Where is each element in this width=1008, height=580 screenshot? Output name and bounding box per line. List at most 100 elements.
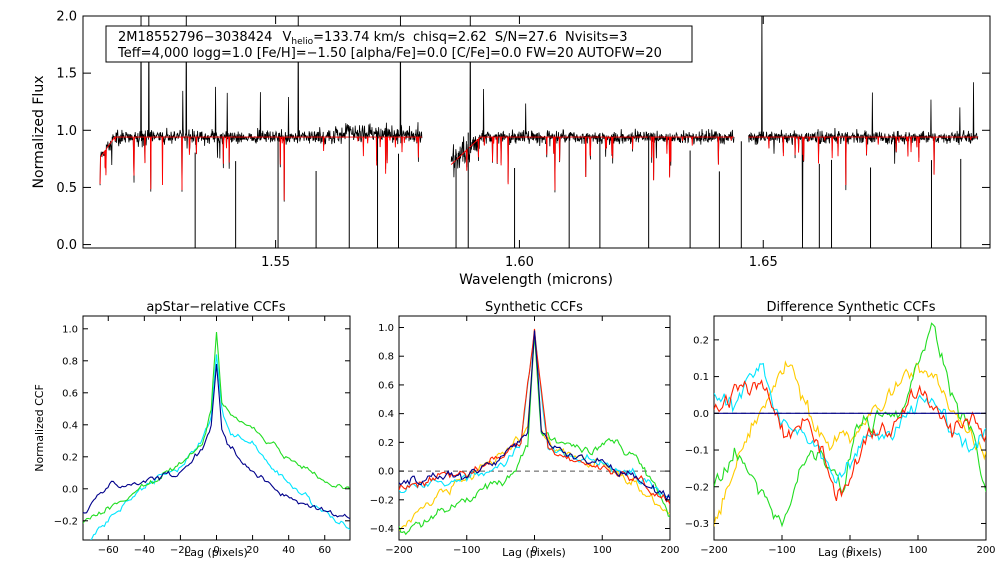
model-spectrum-segment xyxy=(99,136,422,201)
model-spectrum-segment xyxy=(450,136,734,191)
model-spectrum-segment xyxy=(748,136,978,186)
observed-spectrum-segment xyxy=(99,16,423,202)
xtick-label: 40 xyxy=(282,545,295,556)
ytick-label: −0.2 xyxy=(54,516,78,527)
spectrum-panel: 1.55 1.60 1.65 0.0 0.5 1.0 1.5 2.0 Wavelength (… xyxy=(31,10,991,288)
clipped-series xyxy=(83,331,350,540)
chisq-value: chisq=2.62 xyxy=(413,30,487,45)
ytick-label: 0.4 xyxy=(378,409,394,420)
clipped-series xyxy=(399,328,670,536)
snr-value: S/N=27.6 xyxy=(495,30,557,45)
ccf-line-navy xyxy=(399,330,670,502)
ccf-line-green xyxy=(399,334,670,536)
ccf-line-green xyxy=(714,322,986,528)
ytick-label: −0.4 xyxy=(370,524,394,535)
ytick-label: 1.0 xyxy=(56,124,77,139)
ytick-label: 0.6 xyxy=(62,388,78,399)
ytick-label: 0.2 xyxy=(62,452,78,463)
xtick-label: 20 xyxy=(246,545,259,556)
ccf-line-visit-1 xyxy=(90,354,350,540)
ytick-label: 0.8 xyxy=(378,352,394,363)
xtick-label: 200 xyxy=(660,545,679,556)
difference-ccf-panel: Difference Synthetic CCFs −200 −100 0 100 20… xyxy=(685,300,996,559)
ytick-label: 0.0 xyxy=(62,484,78,495)
spectrum-xlabel: Wavelength (microns) xyxy=(459,272,613,288)
apstar-ccf-axes: −60 −40 −20 0 20 40 60 −0.2 0.0 0.2 0.4 0.6 0.8 1.0 xyxy=(54,316,350,556)
xtick-label: 60 xyxy=(318,545,331,556)
difference-ccf-xlabel: Lag (pixels) xyxy=(818,546,882,559)
xtick-label: 200 xyxy=(976,545,995,556)
ytick-label: 0.2 xyxy=(693,335,709,346)
spectrum-plot-frame xyxy=(82,15,991,249)
annotation-frame xyxy=(105,25,693,63)
synthetic-ccf-panel: Synthetic CCFs −200 −100 0 100 200 −0.4 −0.2 0.… xyxy=(370,300,680,559)
ytick-label: 1.0 xyxy=(62,324,78,335)
ytick-label: 0.0 xyxy=(56,238,77,253)
clipped-series xyxy=(714,322,986,528)
ytick-label: 0.6 xyxy=(378,380,394,391)
ytick-label: −0.2 xyxy=(370,495,394,506)
v-symbol: V xyxy=(282,30,291,45)
apstar-ccf-xlabel: Lag (pixels) xyxy=(184,546,248,559)
synthetic-ccf-xlabel: Lag (pixels) xyxy=(502,546,566,559)
ytick-label: 1.0 xyxy=(378,323,394,334)
nvisits-value: Nvisits=3 xyxy=(565,30,627,45)
xtick-label: 0 xyxy=(847,545,853,556)
ytick-label: −0.2 xyxy=(685,482,709,493)
synthetic-ccf-axes: −200 −100 0 100 200 −0.4 −0.2 0.0 0.2 0.4 0.6 0.8 1.… xyxy=(370,316,680,556)
ytick-label: 0.0 xyxy=(378,467,394,478)
synthetic-ccf-series xyxy=(399,328,670,536)
ccf-line-yellow xyxy=(714,360,986,527)
observed-spectrum-segment xyxy=(450,16,735,193)
xtick-label: 0 xyxy=(213,545,219,556)
xtick-label: 100 xyxy=(908,545,927,556)
difference-ccf-title: Difference Synthetic CCFs xyxy=(766,300,935,315)
xtick-label: −100 xyxy=(768,545,795,556)
xtick-label: −40 xyxy=(134,545,155,556)
ccf-line-visit-2 xyxy=(83,331,350,524)
clipped-spectrum xyxy=(99,16,979,248)
difference-ccf-axes: −200 −100 0 100 200 −0.3 −0.2 −0.1 0.0 0.1 0.2 xyxy=(685,316,996,556)
ytick-label: −0.1 xyxy=(685,446,709,457)
xtick-label: 0 xyxy=(531,545,537,556)
star-id: 2M18552796−3038424 xyxy=(118,30,272,45)
annotation-line-1: 2M18552796−3038424 Vhelio=133.74 km/s chis… xyxy=(118,30,628,47)
ytick-label: 2.0 xyxy=(56,10,77,25)
xtick-label: −200 xyxy=(700,545,727,556)
apstar-ccf-frame xyxy=(82,315,351,541)
annotation-line-2: Teff=4,000 logg=1.0 [Fe/H]=−1.50 [alpha/… xyxy=(117,46,662,61)
apstar-ccf-title: apStar−relative CCFs xyxy=(146,300,286,315)
xtick-label: 1.60 xyxy=(505,255,534,270)
xtick-label: 1.65 xyxy=(749,255,778,270)
xtick-label: −200 xyxy=(385,545,412,556)
observed-spectrum-segment xyxy=(748,16,979,248)
xtick-label: 100 xyxy=(593,545,612,556)
spectrum-series xyxy=(99,16,979,248)
ytick-label: 0.1 xyxy=(693,372,709,383)
difference-ccf-series xyxy=(714,322,986,528)
spectrum-axes: 1.55 1.60 1.65 0.0 0.5 1.0 1.5 2.0 xyxy=(56,10,990,270)
ytick-label: 0.8 xyxy=(62,356,78,367)
ccf-line-red xyxy=(399,328,670,505)
apstar-ccf-series xyxy=(83,331,350,540)
ytick-label: 0.4 xyxy=(62,420,78,431)
synthetic-ccf-title: Synthetic CCFs xyxy=(485,300,583,315)
apstar-ccf-panel: apStar−relative CCFs −60 −40 −20 0 20 40 60 −0.… xyxy=(33,300,351,559)
ytick-label: 1.5 xyxy=(56,67,77,82)
v-value: =133.74 km/s xyxy=(313,30,405,45)
spectrum-ylabel: Normalized Flux xyxy=(31,76,47,189)
ytick-label: 0.5 xyxy=(56,181,77,196)
difference-ccf-frame xyxy=(713,315,987,541)
ccf-line-visit-3 xyxy=(83,363,350,520)
xtick-label: −20 xyxy=(170,545,191,556)
xtick-label: −60 xyxy=(98,545,119,556)
spectrum-annotation-box: 2M18552796−3038424 Vhelio=133.74 km/s chis… xyxy=(105,25,693,63)
xtick-label: 1.55 xyxy=(261,255,290,270)
synthetic-ccf-frame xyxy=(398,315,671,541)
xtick-label: −100 xyxy=(453,545,480,556)
ytick-label: −0.3 xyxy=(685,519,709,530)
v-subscript: helio xyxy=(291,37,313,47)
ccf-line-cyan xyxy=(714,362,986,484)
